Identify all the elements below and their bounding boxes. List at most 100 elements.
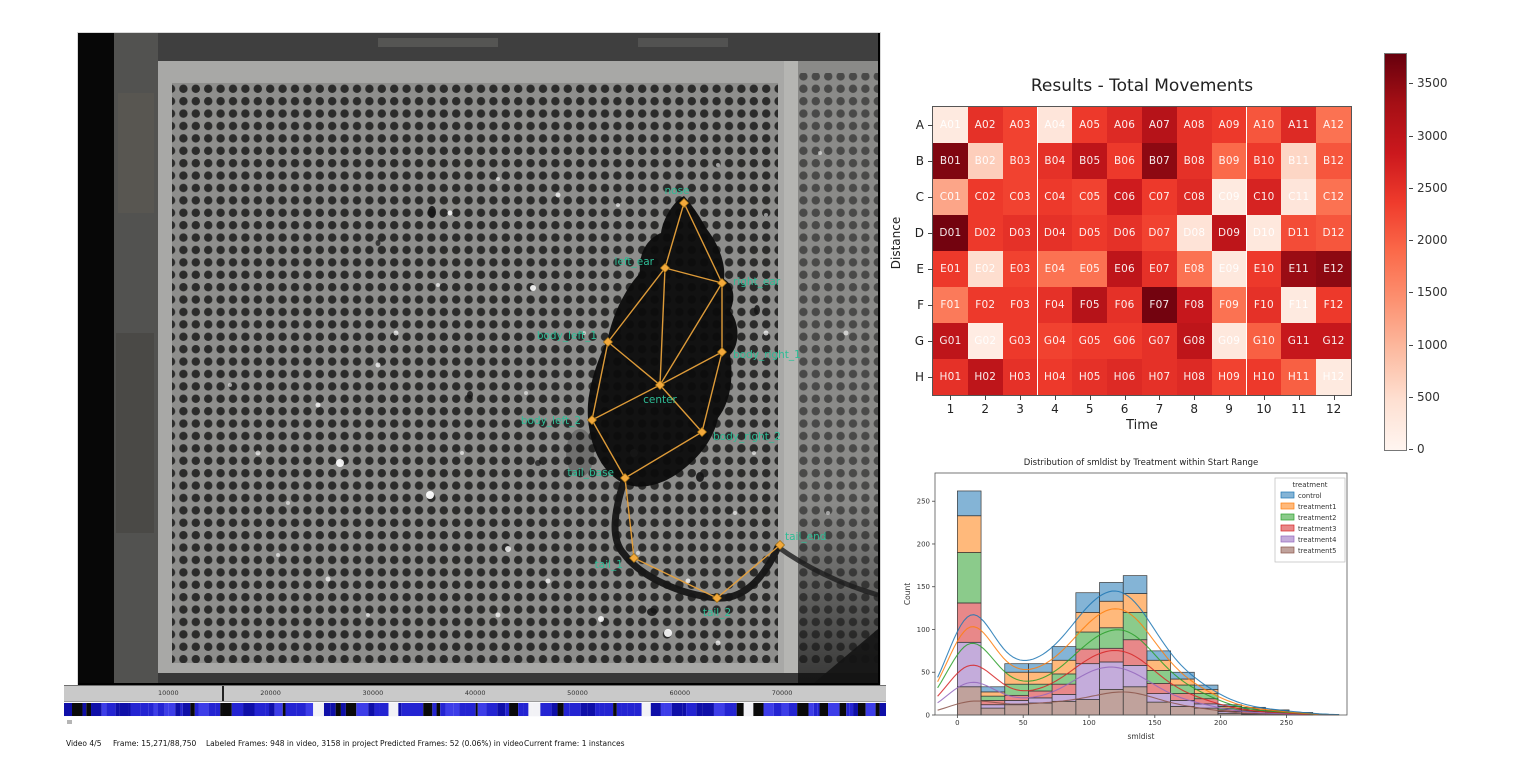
heatmap-cell: E12: [1316, 251, 1351, 287]
keypoint-body_left_1[interactable]: [602, 336, 614, 348]
video-frame[interactable]: nose left_ear right_ear body_left_1 body_rig…: [78, 33, 879, 683]
heatmap-cell: C05: [1072, 179, 1108, 215]
keypoint-body_right_1[interactable]: [716, 346, 728, 358]
colorbar: [1384, 53, 1407, 451]
heatmap-cell: G04: [1037, 323, 1073, 359]
heatmap-cell: E09: [1211, 251, 1247, 287]
heatmap-row-label-B: B: [915, 154, 924, 168]
keypoint-label-tail_1: tail_1: [595, 559, 623, 571]
heatmap-col-tick: [985, 395, 987, 400]
heatmap-figure: Results - Total Movements A01 A02 A03 A04 A0…: [880, 40, 1536, 470]
svg-text:treatment5: treatment5: [1298, 547, 1336, 555]
keypoint-tail_base[interactable]: [619, 472, 631, 484]
heatmap-col-label-10: 10: [1256, 402, 1272, 416]
keypoint-body_left_2[interactable]: [586, 414, 598, 426]
ruler-tick-20000: 20000: [260, 689, 281, 697]
hist-bar-control: [1146, 650, 1171, 661]
ruler-tick-60000: 60000: [669, 689, 691, 697]
heatmap-row-tick: [928, 233, 933, 234]
keypoint-left_ear[interactable]: [659, 262, 671, 274]
heatmap-cell: A12: [1316, 107, 1351, 143]
heatmap-cell: G11: [1281, 323, 1317, 359]
heatmap-cell: G10: [1246, 323, 1282, 359]
timeline-labeled-frames-track[interactable]: [64, 702, 886, 717]
keypoint-tail_2[interactable]: [711, 592, 723, 604]
heatmap-cell: F11: [1281, 287, 1317, 323]
keypoint-body_right_2[interactable]: [696, 426, 708, 438]
heatmap-col-label-4: 4: [1051, 402, 1059, 416]
histogram-xlabel: smldist: [1128, 732, 1155, 741]
hist-bar-treatment5: [1075, 699, 1100, 716]
colorbar-tick-label: 3000: [1417, 128, 1448, 143]
keypoint-right_ear[interactable]: [716, 277, 728, 289]
hist-bar-treatment5: [1051, 700, 1077, 716]
seek-nub[interactable]: [67, 720, 72, 724]
timeline-handle[interactable]: [222, 686, 225, 701]
heatmap-row-label-C: C: [915, 190, 924, 204]
svg-text:control: control: [1298, 492, 1322, 500]
skeleton-keypoints[interactable]: [586, 197, 786, 604]
svg-text:treatment4: treatment4: [1298, 536, 1336, 544]
heatmap-cell: A03: [1002, 107, 1038, 143]
heatmap-cell: C07: [1142, 179, 1177, 215]
heatmap-cell: C03: [1002, 179, 1038, 215]
heatmap-ylabel: Distance: [889, 216, 903, 270]
colorbar-tick: [1409, 344, 1413, 346]
heatmap-cell: B11: [1281, 143, 1317, 179]
heatmap-cell: D05: [1072, 215, 1108, 251]
svg-text:50: 50: [921, 669, 930, 677]
video-panel[interactable]: nose left_ear right_ear body_left_1 body_rig…: [77, 32, 881, 686]
colorbar-tick: [1409, 240, 1413, 242]
keypoint-label-left_ear: left_ear: [615, 256, 655, 268]
ruler-tick-30000: 30000: [362, 689, 384, 697]
timeline-ruler[interactable]: 10000 20000 30000 40000 50000 60000 70000: [64, 685, 886, 702]
keypoint-tail_1[interactable]: [628, 552, 640, 564]
heatmap-cell: A07: [1142, 107, 1177, 143]
heatmap-cell: D03: [1002, 215, 1038, 251]
svg-text:150: 150: [1148, 719, 1161, 727]
hist-bar-treatment4: [980, 704, 1006, 709]
colorbar-tick: [1409, 396, 1413, 398]
heatmap-col-tick: [1194, 395, 1196, 400]
colorbar-tick-label: 2000: [1417, 233, 1448, 248]
heatmap-cell: F12: [1316, 287, 1351, 323]
heatmap-cell: B03: [1002, 143, 1038, 179]
heatmap-cell: D12: [1316, 215, 1351, 251]
heatmap-cell: F08: [1176, 287, 1212, 323]
heatmap-cell: C08: [1176, 179, 1212, 215]
heatmap-grid: A01 A02 A03 A04 A05 A06 A07 A08 A09 A10 A11 A12 B01 B…: [932, 106, 1352, 396]
hist-bar-treatment2: [1075, 631, 1100, 650]
heatmap-col-tick: [1089, 395, 1091, 400]
heatmap-cell: H05: [1072, 359, 1108, 395]
heatmap-row-tick: [928, 197, 933, 198]
heatmap-cell: C02: [967, 179, 1003, 215]
keypoint-nose[interactable]: [678, 197, 690, 209]
hist-bar-control: [1170, 671, 1195, 680]
heatmap-cell: H10: [1246, 359, 1282, 395]
colorbar-tick: [1409, 83, 1413, 85]
colorbar-tick: [1409, 187, 1413, 189]
heatmap-row-tick: [928, 377, 933, 378]
heatmap-cell: G06: [1107, 323, 1142, 359]
heatmap-cell: E10: [1246, 251, 1282, 287]
heatmap-col-label-11: 11: [1291, 402, 1307, 416]
heatmap-cell: H01: [933, 359, 968, 395]
kde-curve-treatment5: [937, 691, 1340, 716]
hist-bar-treatment1: [1075, 612, 1100, 633]
heatmap-cell: G03: [1002, 323, 1038, 359]
ruler-tick-70000: 70000: [771, 689, 793, 697]
heatmap-cell: H07: [1142, 359, 1177, 395]
kde-curve-treatment1: [937, 608, 1340, 716]
hist-bar-treatment5: [1170, 706, 1195, 716]
keypoint-tail_end[interactable]: [774, 539, 786, 551]
heatmap-cell: B06: [1107, 143, 1142, 179]
heatmap-cell: E01: [933, 251, 968, 287]
heatmap-cell: H06: [1107, 359, 1142, 395]
heatmap-cell: A01: [933, 107, 968, 143]
hist-bar-treatment5: [1146, 701, 1171, 716]
status-frame: Frame: 15,271/88,750: [113, 739, 197, 748]
keypoint-label-body_right_1: body_right_1: [733, 349, 801, 361]
heatmap-cell: D01: [933, 215, 968, 251]
keypoint-center[interactable]: [654, 379, 666, 391]
svg-text:treatment2: treatment2: [1298, 514, 1336, 522]
